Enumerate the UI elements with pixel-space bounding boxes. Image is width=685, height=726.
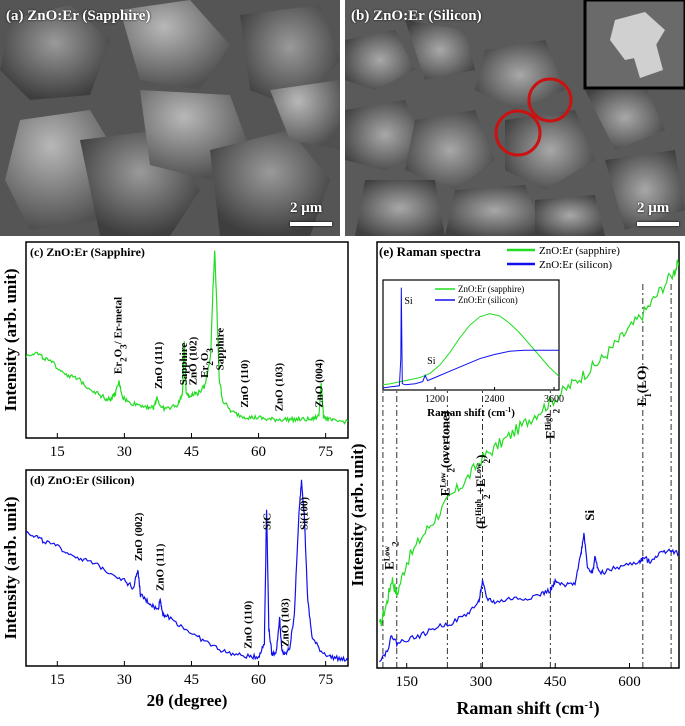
peak-label: ZnO (103) (274, 362, 286, 411)
mode-label: ELow2(overtone) (437, 411, 456, 496)
inset-series (382, 313, 560, 386)
raman-chart: 150 300 450 600 (e) Raman spectra Intensity (… (348, 241, 680, 719)
peak-label: Si(100) (298, 497, 310, 530)
inset-peak-label: Si (404, 296, 413, 307)
plot-frame (25, 241, 349, 439)
x-axis-label: Raman shift (cm-1) (456, 698, 599, 719)
highlight-circle-1 (494, 109, 542, 157)
raman-series-silicon (379, 532, 679, 663)
x-tick-label: 60 (251, 444, 266, 460)
highlight-circle-2 (527, 77, 573, 123)
inset-x-tick-label: 2400 (485, 394, 505, 405)
x-tick-label: 15 (50, 444, 65, 460)
scalebar-label-b: 2 μm (637, 200, 670, 216)
peak-label: ZnO (110) (239, 359, 251, 407)
inset-x-tick-label: 1200 (425, 394, 445, 405)
xrd-chart-sapphire: 15 30 45 60 75 (c) ZnO:Er (Sapphire) Intensity… (1, 241, 349, 460)
x-tick-label: 45 (184, 672, 199, 688)
mode-label: E1(LO) (634, 366, 653, 407)
x-tick-label: 30 (117, 672, 132, 688)
peak-label: Er2O3 (199, 348, 215, 378)
legend-entry: ZnO:Er (silicon) (539, 259, 612, 271)
peak-label: ZnO (103) (279, 598, 291, 647)
inset-series (382, 287, 559, 389)
inset-peak-label: Si (427, 356, 436, 367)
inset-legend-entry: ZnO:Er (sapphire) (458, 284, 524, 294)
x-tick-label: 300 (470, 674, 493, 690)
chart-title: (d) ZnO:Er (Silicon) (30, 473, 134, 487)
plot-frame (376, 241, 680, 669)
sem-image-a (0, 0, 340, 236)
x-tick-label: 75 (318, 444, 333, 460)
sem-panel-b: (b) ZnO:Er (Silicon) 2 μm (345, 0, 685, 236)
peak-label: Er2O3/ Er-metal (113, 297, 129, 374)
x-tick-label: 75 (318, 672, 333, 688)
xrd-series-line (26, 479, 348, 663)
x-axis-label: 2θ (degree) (147, 691, 228, 710)
mode-label: (EHigh2+ELow2) (473, 454, 492, 528)
x-tick-label: 60 (251, 672, 266, 688)
legend-entry: ZnO:Er (sapphire) (539, 245, 620, 257)
scalebar-a (290, 222, 332, 226)
mode-label: Si (582, 510, 597, 521)
y-axis-label: Intensity (arb. unit) (1, 496, 20, 639)
x-tick-label: 15 (50, 672, 65, 688)
peak-label: Sapphire (178, 343, 190, 386)
peak-label: ZnO (004) (313, 359, 325, 408)
raman-series-sapphire (378, 259, 679, 627)
scalebar-b (637, 222, 679, 226)
x-tick-label: 30 (117, 444, 132, 460)
sem-label-a: (a) ZnO:Er (Sapphire) (6, 8, 151, 24)
peak-label: ZnO (111) (153, 341, 165, 389)
x-tick-label: 450 (544, 674, 567, 690)
peak-label: ZnO (002) (133, 512, 145, 561)
inset-x-tick-label: 3600 (544, 394, 564, 405)
xrd-chart-silicon: 15 30 45 60 75 (d) ZnO:Er (Silicon) Intensity … (1, 469, 349, 710)
inset-frame (382, 279, 560, 391)
chart-title: (c) ZnO:Er (Sapphire) (30, 245, 145, 259)
peak-label: SiC (262, 513, 274, 530)
inset-legend-entry: ZnO:Er (silicon) (458, 295, 518, 305)
x-tick-label: 45 (184, 444, 199, 460)
y-axis-label: Intensity (arb. unit) (1, 268, 20, 411)
xrd-series-line (26, 250, 348, 425)
sem-label-b: (b) ZnO:Er (Silicon) (351, 8, 482, 24)
y-axis-label: Intensity (arb. unit) (348, 443, 367, 586)
chart-title: (e) Raman spectra (379, 244, 481, 259)
peak-label: Sapphire (215, 328, 227, 371)
x-tick-label: 600 (618, 674, 641, 690)
plot-frame (25, 469, 349, 667)
mode-label: EHigh2 (542, 408, 561, 439)
scalebar-label-a: 2 μm (290, 200, 323, 216)
peak-label: ZnO (102) (187, 336, 199, 385)
sem-image-b (345, 0, 685, 236)
peak-label: ZnO (111) (154, 543, 166, 591)
peak-label: ZnO (110) (242, 600, 254, 648)
x-tick-label: 150 (395, 674, 418, 690)
sem-panel-a: (a) ZnO:Er (Sapphire) 2 μm (0, 0, 340, 236)
mode-label: ELow2 (381, 541, 400, 570)
inset-x-axis-label: Raman shift (cm-1) (427, 406, 515, 419)
